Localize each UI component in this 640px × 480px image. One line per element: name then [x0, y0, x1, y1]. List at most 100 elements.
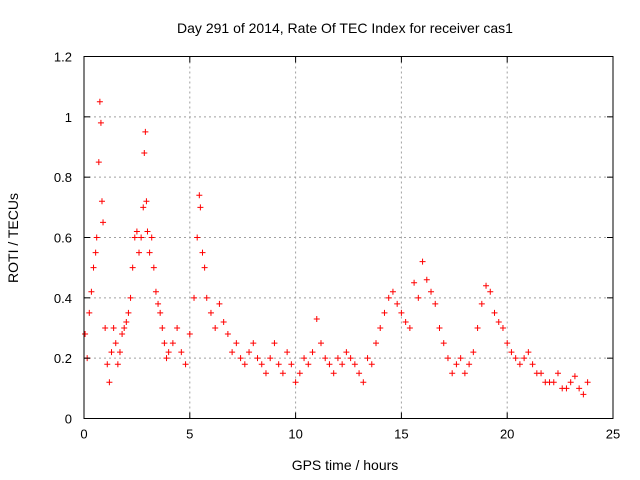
data-point — [461, 370, 468, 377]
data-point — [127, 294, 134, 301]
data-point — [110, 325, 117, 331]
data-point — [95, 159, 102, 166]
data-point — [212, 325, 219, 331]
data-point — [136, 249, 143, 256]
data-point — [334, 355, 341, 362]
data-point — [576, 385, 583, 392]
data-point — [444, 355, 451, 362]
data-point — [347, 355, 354, 362]
data-point — [529, 361, 536, 368]
x-tick-label: 20 — [500, 427, 514, 442]
data-point — [119, 331, 126, 338]
data-point — [373, 340, 380, 347]
data-point — [90, 264, 97, 271]
data-point — [330, 370, 337, 377]
data-point — [108, 349, 115, 356]
data-point — [402, 318, 409, 325]
data-point — [457, 355, 464, 362]
data-point — [224, 331, 231, 338]
data-point — [143, 198, 150, 205]
data-point — [194, 234, 201, 241]
data-point — [554, 370, 561, 377]
y-tick-label: 1.2 — [54, 50, 72, 65]
data-point — [343, 349, 350, 356]
data-point — [178, 349, 185, 356]
data-point — [296, 370, 303, 377]
data-point — [142, 128, 149, 135]
data-point — [250, 340, 257, 347]
data-point — [123, 318, 130, 325]
data-point — [155, 300, 162, 307]
data-point — [258, 361, 265, 368]
data-point — [92, 249, 99, 256]
data-point — [197, 204, 204, 211]
data-point — [394, 300, 401, 307]
data-point — [233, 340, 240, 347]
data-point — [584, 379, 591, 386]
data-point — [580, 391, 587, 398]
data-point — [106, 379, 113, 386]
data-point — [504, 340, 511, 347]
data-point — [150, 264, 157, 271]
data-point — [191, 294, 198, 301]
data-point — [516, 361, 523, 368]
data-point — [186, 331, 193, 338]
data-point — [203, 294, 210, 301]
chart-title: Day 291 of 2014, Rate Of TEC Index for r… — [177, 20, 513, 36]
data-point — [163, 355, 170, 362]
data-point — [364, 355, 371, 362]
data-point — [474, 325, 481, 331]
data-point — [495, 318, 502, 325]
data-point — [140, 204, 147, 211]
data-point — [146, 249, 153, 256]
data-point — [360, 379, 367, 386]
data-point — [415, 294, 422, 301]
data-point — [138, 234, 145, 241]
data-point — [356, 370, 363, 377]
data-point — [144, 228, 151, 235]
data-point — [508, 349, 515, 356]
x-tick-label: 25 — [606, 427, 620, 442]
data-point — [288, 361, 295, 368]
data-point — [82, 331, 89, 338]
data-point — [309, 349, 316, 356]
data-point — [199, 249, 206, 256]
data-point — [538, 370, 545, 377]
data-point — [301, 355, 308, 362]
data-point — [305, 361, 312, 368]
data-point — [220, 318, 227, 325]
y-axis: 0 0.2 0.4 0.6 0.8 1 1.2 — [54, 50, 613, 427]
data-point — [114, 361, 121, 368]
data-point — [262, 370, 269, 377]
data-point — [483, 282, 490, 289]
y-tick-label: 0.2 — [54, 351, 72, 366]
data-point — [86, 309, 93, 316]
data-point — [241, 361, 248, 368]
data-point — [470, 349, 477, 356]
x-tick-label: 10 — [288, 427, 302, 442]
data-point — [322, 355, 329, 362]
data-point — [326, 361, 333, 368]
data-point — [196, 192, 203, 199]
data-point — [129, 264, 136, 271]
data-point — [100, 219, 107, 226]
data-point — [487, 288, 494, 295]
data-point — [237, 355, 244, 362]
x-axis-label: GPS time / hours — [292, 457, 399, 473]
data-point — [428, 288, 435, 295]
data-point — [385, 294, 392, 301]
data-point — [512, 355, 519, 362]
data-point — [453, 361, 460, 368]
x-tick-label: 0 — [80, 427, 87, 442]
data-point — [563, 385, 570, 392]
data-point — [88, 288, 95, 295]
data-point — [174, 325, 181, 331]
data-point — [169, 340, 176, 347]
x-tick-label: 5 — [186, 427, 193, 442]
data-point — [161, 340, 168, 347]
data-point — [381, 309, 388, 316]
data-point — [96, 98, 103, 105]
y-tick-label: 0.4 — [54, 291, 72, 306]
y-tick-label: 0.6 — [54, 231, 72, 246]
